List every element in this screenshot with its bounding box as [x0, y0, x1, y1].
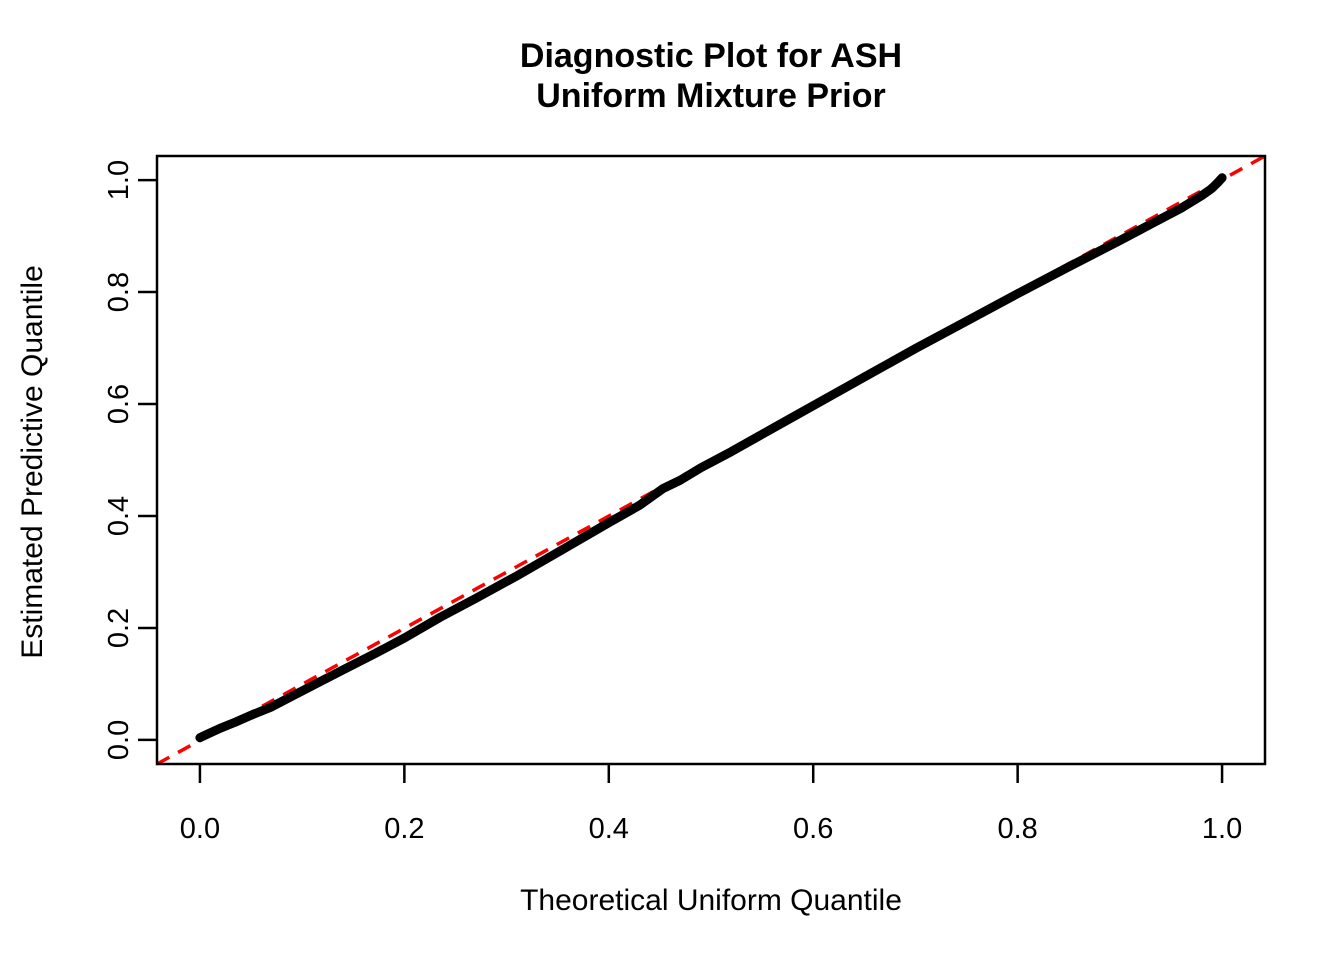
- x-tick-label: 0.4: [589, 813, 629, 845]
- x-tick-label: 0.8: [997, 813, 1037, 845]
- x-tick-label: 1.0: [1202, 813, 1242, 845]
- y-tick-label: 0.4: [103, 496, 135, 536]
- chart-title: Diagnostic Plot for ASH Uniform Mixture …: [157, 36, 1265, 116]
- y-tick-label: 0.2: [103, 608, 135, 648]
- chart-title-line2: Uniform Mixture Prior: [536, 77, 886, 115]
- chart-title-line1: Diagnostic Plot for ASH: [519, 37, 903, 75]
- x-tick-label: 0.6: [793, 813, 833, 845]
- plot-frame: [155, 154, 1267, 766]
- estimated-predictive-quantile-curve: [195, 173, 1227, 743]
- y-tick-label: 1.0: [103, 160, 135, 200]
- x-tick-label: 0.2: [384, 813, 424, 845]
- x-tick-label: 0.0: [180, 813, 220, 845]
- y-tick-label: 0.0: [103, 720, 135, 760]
- y-axis-label-text: Estimated Predictive Quantile: [16, 265, 49, 659]
- y-tick-label: 0.6: [103, 384, 135, 424]
- y-tick-label: 0.8: [103, 272, 135, 312]
- x-axis-label: Theoretical Uniform Quantile: [520, 884, 902, 917]
